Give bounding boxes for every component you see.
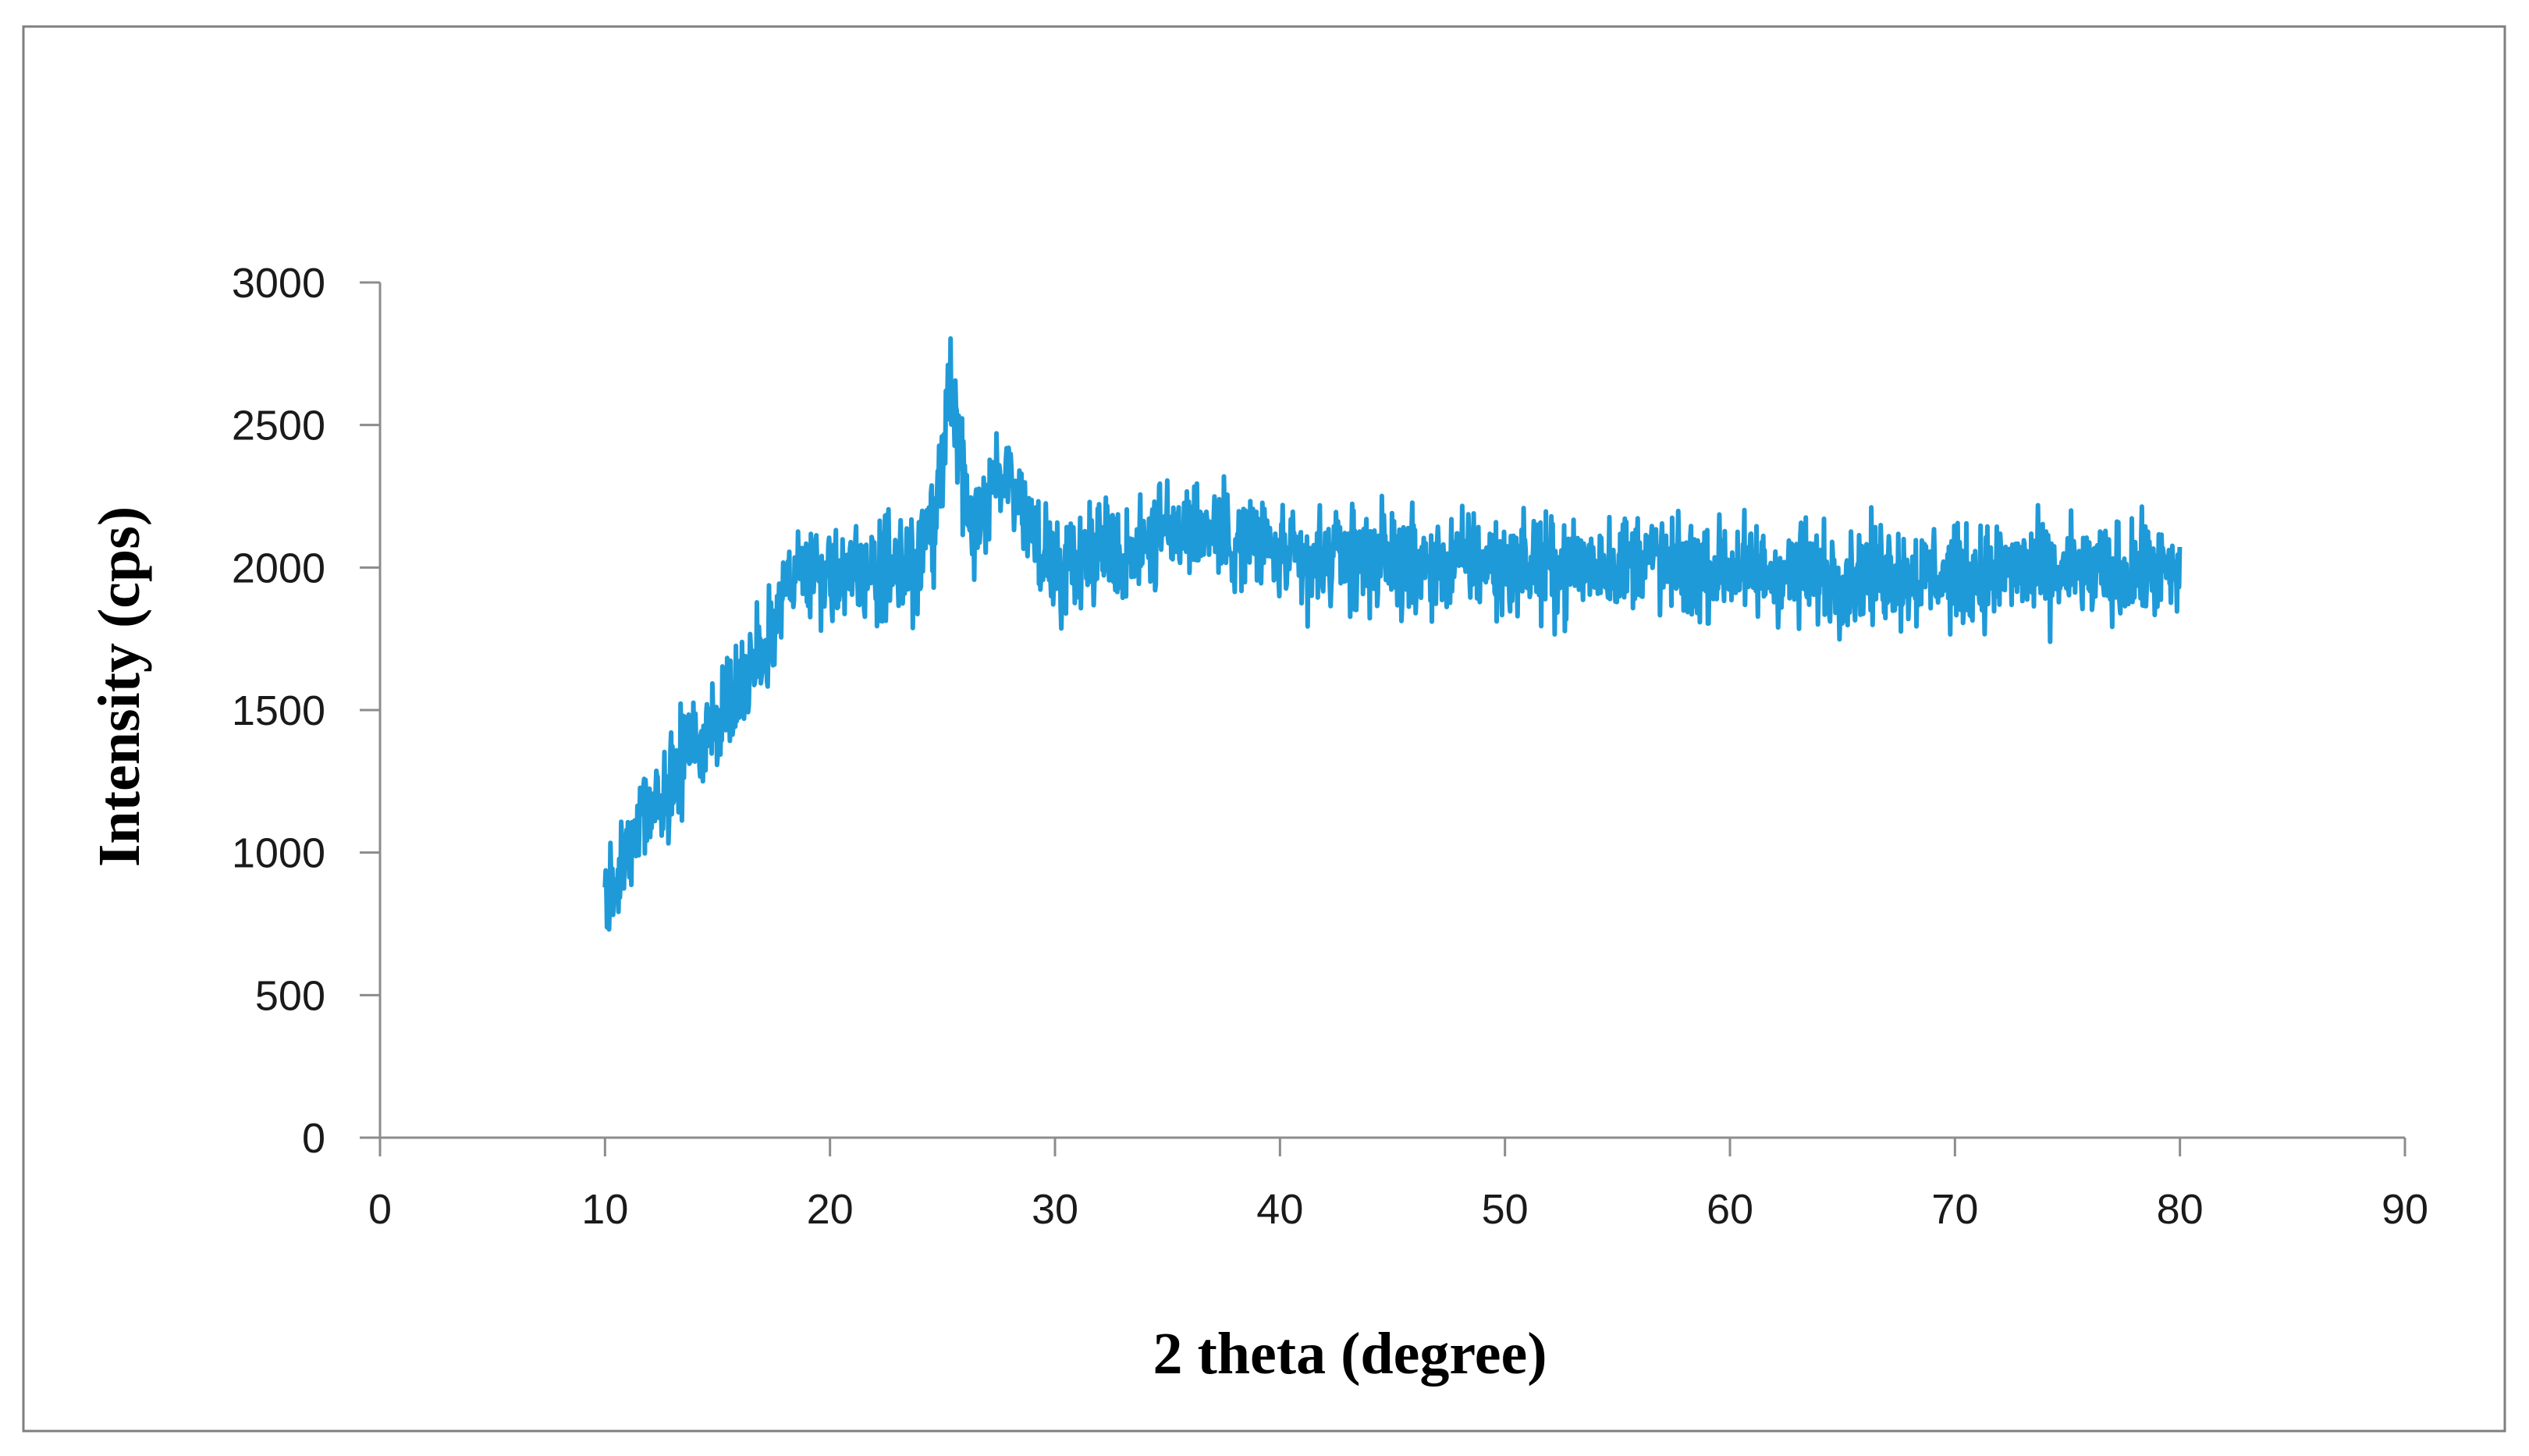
y-tick-label: 500 [255,972,325,1019]
x-axis-ticks: 0 10 20 30 40 50 60 70 80 90 [368,1138,2428,1233]
x-tick-label: 40 [1256,1186,1303,1233]
series-line [602,336,2183,932]
x-tick-label: 30 [1032,1186,1078,1233]
x-tick-label: 90 [2382,1186,2428,1233]
plot-area [602,336,2183,932]
y-tick-label: 3000 [232,260,325,307]
y-tick-label: 1000 [232,830,325,877]
x-tick-label: 0 [368,1186,392,1233]
y-tick-label: 2500 [232,403,325,449]
y-axis-title: Intensity (cps) [87,506,152,867]
x-axis-title: 2 theta (degree) [1153,1321,1547,1387]
x-tick-label: 70 [1931,1186,1978,1233]
x-tick-label: 60 [1707,1186,1753,1233]
y-tick-label: 1500 [232,687,325,734]
y-tick-label: 0 [302,1115,325,1162]
y-tick-label: 2000 [232,545,325,591]
x-tick-label: 10 [581,1186,628,1233]
x-tick-label: 20 [807,1186,854,1233]
x-tick-label: 80 [2157,1186,2204,1233]
x-tick-label: 50 [1482,1186,1529,1233]
y-axis-ticks: 0 500 1000 1500 2000 2500 3000 [232,260,380,1162]
chart-border [22,25,2506,1433]
